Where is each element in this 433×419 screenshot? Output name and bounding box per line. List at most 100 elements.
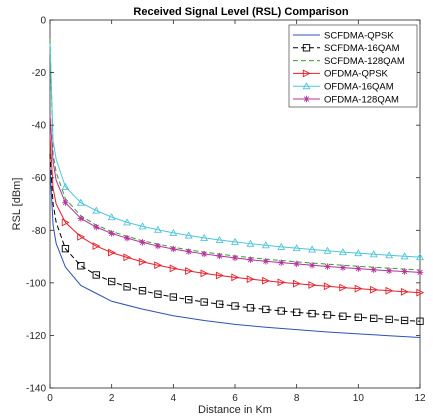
- data-point: [323, 246, 332, 254]
- data-point: [262, 305, 270, 314]
- data-point: [154, 261, 163, 270]
- y-tick-label: 0: [40, 16, 46, 27]
- data-point: [139, 239, 146, 246]
- data-point: [246, 275, 255, 284]
- x-tick-label: 12: [414, 393, 426, 404]
- legend-marker: [302, 69, 311, 78]
- legend-entry: SCFDMA-128QAM: [293, 56, 405, 67]
- series-ofdma-128qam: [49, 114, 424, 276]
- data-point: [215, 235, 224, 244]
- data-point: [339, 283, 348, 292]
- series-ofdma-qpsk: [49, 135, 425, 297]
- data-point: [369, 250, 378, 258]
- data-point: [77, 232, 86, 241]
- series-line: [49, 167, 421, 339]
- data-point: [323, 282, 332, 291]
- series-ofdma-16qam: [49, 43, 424, 261]
- data-point: [62, 199, 69, 206]
- series-line: [49, 154, 421, 322]
- y-tick-label: -120: [26, 331, 46, 342]
- chart-title: Received Signal Level (RSL) Comparison: [133, 6, 348, 18]
- data-point: [61, 218, 70, 227]
- data-point: [61, 182, 70, 190]
- series-scfdma-16qam: [49, 154, 424, 325]
- data-point: [215, 300, 224, 308]
- data-point: [339, 312, 347, 320]
- data-point: [293, 308, 301, 316]
- data-point: [262, 258, 270, 265]
- data-point: [231, 237, 239, 245]
- data-point: [231, 254, 239, 262]
- legend-entry: SCFDMA-16QAM: [293, 43, 400, 54]
- legend-label: SCFDMA-128QAM: [324, 56, 405, 67]
- data-point: [338, 247, 347, 256]
- data-point: [108, 277, 116, 286]
- data-point: [354, 284, 363, 293]
- x-tick-label: 6: [232, 393, 238, 404]
- y-tick-label: -40: [32, 121, 47, 132]
- data-point: [385, 286, 394, 295]
- x-tick-label: 10: [353, 393, 365, 404]
- data-point: [385, 315, 393, 324]
- data-point: [261, 241, 270, 249]
- data-point: [385, 267, 393, 274]
- data-point: [61, 245, 70, 253]
- data-point: [324, 263, 331, 270]
- data-point: [184, 231, 193, 239]
- data-point: [93, 223, 100, 231]
- data-point: [277, 278, 286, 287]
- data-point: [293, 260, 300, 268]
- data-point: [354, 249, 363, 257]
- legend-entry: OFDMA-128QAM: [293, 94, 399, 105]
- data-point: [76, 198, 85, 206]
- data-point: [308, 281, 317, 289]
- data-point: [400, 287, 409, 296]
- legend-marker: [302, 44, 311, 52]
- data-point: [154, 242, 162, 250]
- data-point: [169, 264, 178, 273]
- data-point: [416, 317, 424, 325]
- data-point: [231, 302, 239, 310]
- legend-label: SCFDMA-QPSK: [324, 30, 394, 41]
- data-point: [216, 252, 223, 260]
- legend-label: OFDMA-128QAM: [324, 94, 399, 105]
- data-point: [138, 257, 147, 266]
- data-point: [277, 242, 286, 250]
- data-point: [138, 287, 147, 295]
- data-point: [107, 213, 116, 221]
- data-point: [77, 215, 85, 222]
- x-tick-label: 0: [47, 393, 53, 404]
- series-scfdma-qpsk: [49, 167, 421, 339]
- y-tick-label: -140: [26, 384, 46, 395]
- data-point: [293, 279, 301, 288]
- data-point: [92, 271, 100, 279]
- data-point: [108, 248, 116, 257]
- data-point: [308, 309, 316, 318]
- series-layer: [49, 38, 425, 339]
- data-point: [154, 290, 162, 298]
- legend-marker: [303, 95, 310, 103]
- x-tick-label: 4: [171, 393, 177, 404]
- legend-label: OFDMA-QPSK: [324, 69, 389, 80]
- data-point: [400, 316, 409, 325]
- data-point: [215, 271, 224, 280]
- data-point: [370, 314, 378, 322]
- x-axis-label: Distance in Km: [198, 404, 272, 416]
- data-point: [246, 304, 255, 312]
- data-point: [292, 244, 301, 252]
- data-point: [108, 230, 115, 237]
- data-point: [247, 256, 254, 263]
- legend-marker: [302, 82, 311, 90]
- data-point: [170, 245, 177, 253]
- x-tick-label: 8: [294, 393, 300, 404]
- legend-box: [288, 24, 418, 108]
- data-point: [185, 267, 193, 275]
- legend-entry: OFDMA-QPSK: [293, 69, 389, 80]
- data-point: [200, 269, 209, 278]
- data-point: [185, 296, 193, 304]
- legend-entry: OFDMA-16QAM: [293, 82, 394, 93]
- y-tick-label: -80: [32, 226, 47, 237]
- data-point: [339, 264, 347, 271]
- data-point: [123, 218, 132, 226]
